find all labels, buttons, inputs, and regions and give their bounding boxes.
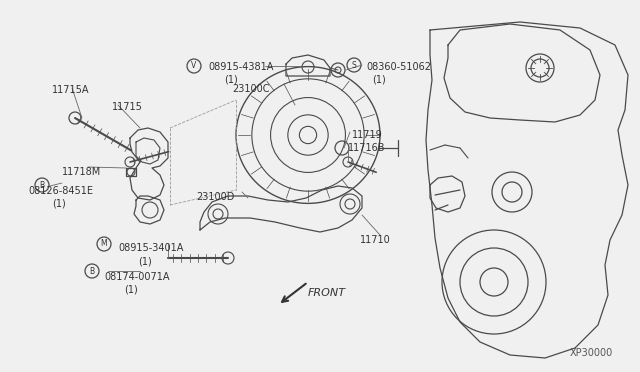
Text: 08126-8451E: 08126-8451E [28, 186, 93, 196]
Text: V: V [191, 61, 196, 71]
Text: 08915-3401A: 08915-3401A [118, 243, 184, 253]
Text: 11718M: 11718M [62, 167, 101, 177]
Text: 11715A: 11715A [52, 85, 90, 95]
Text: 08360-51062: 08360-51062 [366, 62, 431, 72]
Text: FRONT: FRONT [308, 288, 346, 298]
Text: 11715: 11715 [112, 102, 143, 112]
Text: (1): (1) [52, 198, 66, 208]
Text: B: B [40, 180, 45, 189]
Text: XP30000: XP30000 [570, 348, 613, 358]
Text: S: S [351, 61, 356, 70]
Text: M: M [100, 240, 108, 248]
Text: (1): (1) [124, 285, 138, 295]
Text: 23100C: 23100C [232, 84, 269, 94]
Text: 08915-4381A: 08915-4381A [208, 62, 273, 72]
Text: (1): (1) [372, 74, 386, 84]
Text: 08174-0071A: 08174-0071A [104, 272, 170, 282]
Text: 11716B: 11716B [348, 143, 385, 153]
Text: 11719: 11719 [352, 130, 383, 140]
Text: (1): (1) [224, 74, 237, 84]
Text: (1): (1) [138, 256, 152, 266]
Text: 23100D: 23100D [196, 192, 234, 202]
Text: 11710: 11710 [360, 235, 391, 245]
Text: B: B [90, 266, 95, 276]
